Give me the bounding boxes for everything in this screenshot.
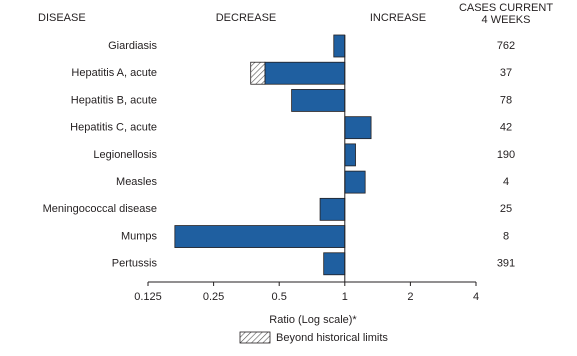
header-cases: CASES CURRENT — [459, 2, 553, 14]
header-cases: 4 WEEKS — [482, 14, 531, 26]
bar — [323, 252, 346, 276]
category-label: Pertussis — [112, 258, 158, 270]
x-tick-label: 1 — [342, 291, 348, 303]
cases-value: 37 — [500, 67, 512, 79]
category-label: Mumps — [121, 230, 158, 242]
bar — [174, 225, 346, 248]
category-label: Giardiasis — [108, 40, 157, 52]
legend-label: Beyond historical limits — [276, 332, 388, 344]
cases-value: 762 — [497, 40, 515, 52]
cases-value: 78 — [500, 94, 512, 106]
header-decrease: DECREASE — [216, 12, 277, 24]
x-tick-label: 4 — [473, 291, 479, 303]
cases-value: 42 — [500, 122, 512, 134]
x-tick-label: 2 — [407, 291, 413, 303]
category-label: Meningococcal disease — [43, 203, 157, 215]
legend-swatch — [239, 331, 271, 344]
x-tick-label: 0.25 — [203, 291, 224, 303]
bar — [344, 116, 372, 140]
category-label: Legionellosis — [93, 149, 157, 161]
cases-value: 8 — [503, 230, 509, 242]
header-increase: INCREASE — [370, 12, 426, 24]
bar — [333, 34, 346, 58]
bar — [319, 197, 346, 221]
header-disease: DISEASE — [38, 12, 86, 24]
bar — [344, 170, 366, 194]
bar — [291, 89, 346, 112]
cases-value: 391 — [497, 258, 515, 270]
category-label: Hepatitis C, acute — [70, 122, 157, 134]
cases-value: 25 — [500, 203, 512, 215]
category-label: Measles — [116, 176, 157, 188]
bar-beyond-limits — [250, 61, 266, 85]
bar — [264, 61, 346, 85]
x-tick-label: 0.125 — [134, 291, 162, 303]
x-tick-label: 0.5 — [272, 291, 287, 303]
category-label: Hepatitis B, acute — [71, 94, 157, 106]
cases-value: 4 — [503, 176, 509, 188]
bar — [344, 143, 356, 167]
category-label: Hepatitis A, acute — [71, 67, 157, 79]
x-axis-label: Ratio (Log scale)* — [269, 314, 357, 326]
cases-value: 190 — [497, 149, 515, 161]
